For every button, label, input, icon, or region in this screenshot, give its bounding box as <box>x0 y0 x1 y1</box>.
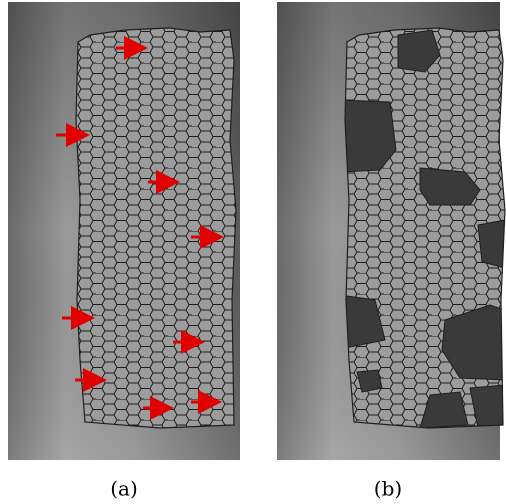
figure: (a) (b) <box>0 0 506 504</box>
caption: (a) <box>110 477 138 501</box>
panel-a: (a) <box>8 2 240 501</box>
panel-b: (b) <box>277 2 506 501</box>
cell-segmentation <box>339 20 506 435</box>
caption: (b) <box>374 477 402 501</box>
cell-segmentation <box>70 20 240 435</box>
